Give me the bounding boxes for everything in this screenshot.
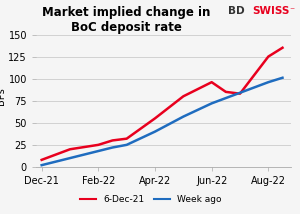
Text: ⁻: ⁻ (290, 6, 295, 16)
Legend: 6-Dec-21, Week ago: 6-Dec-21, Week ago (76, 191, 225, 208)
Y-axis label: BPs: BPs (0, 88, 6, 105)
Text: SWISS: SWISS (252, 6, 290, 16)
Text: BD: BD (228, 6, 244, 16)
Text: Market implied change in
BoC deposit rate: Market implied change in BoC deposit rat… (42, 6, 210, 34)
